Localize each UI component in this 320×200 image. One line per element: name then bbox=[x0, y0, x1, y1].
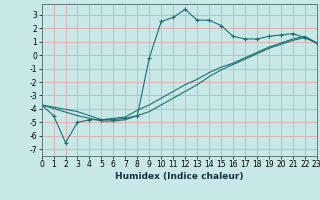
X-axis label: Humidex (Indice chaleur): Humidex (Indice chaleur) bbox=[115, 172, 244, 181]
